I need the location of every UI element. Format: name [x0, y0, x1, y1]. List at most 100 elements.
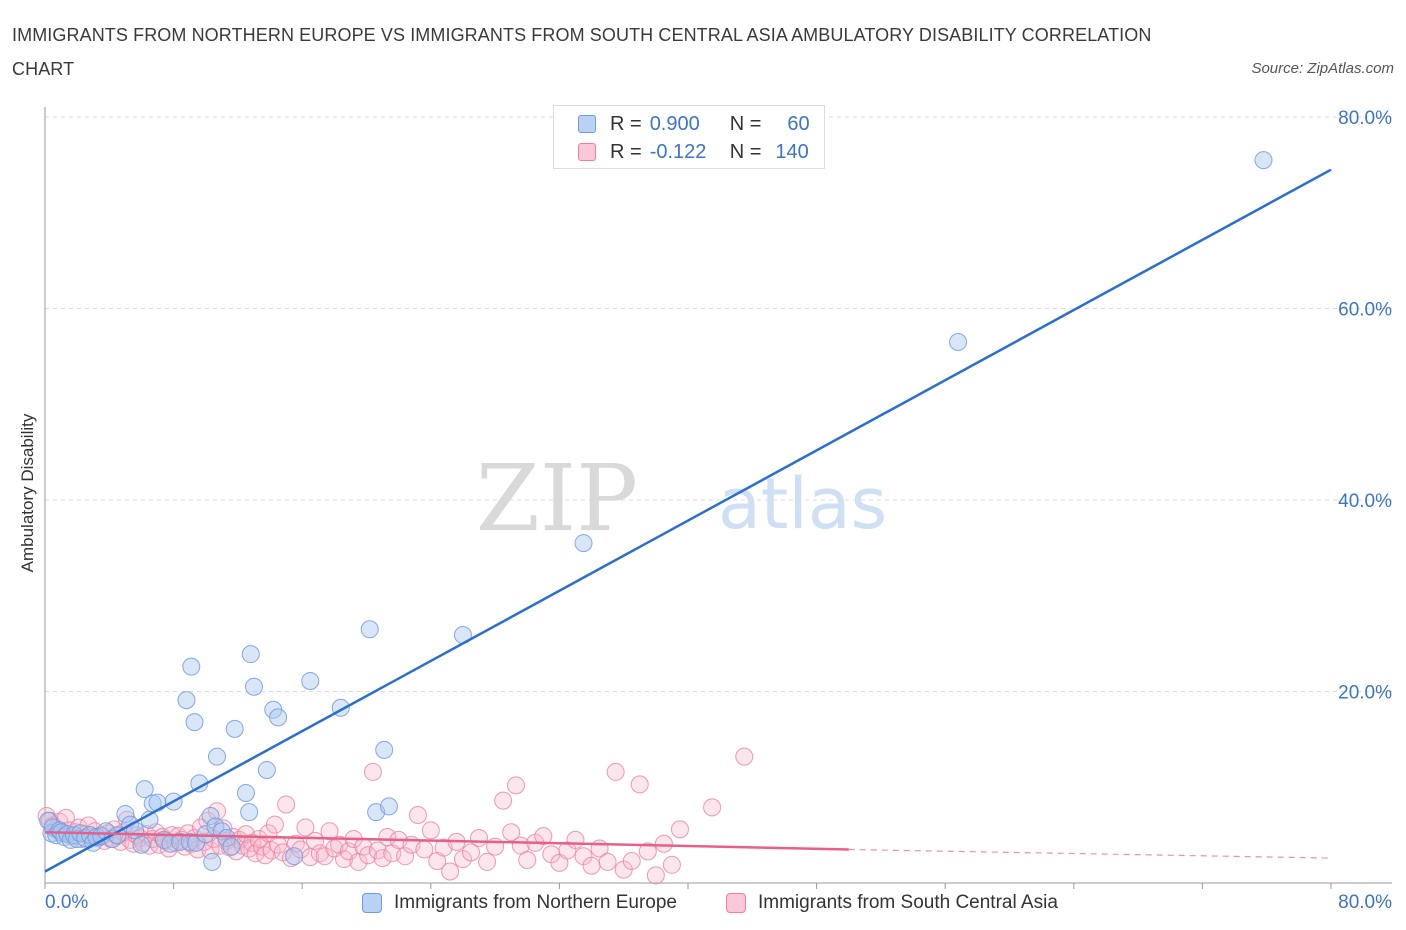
tick-labels: 20.0% 40.0% 60.0% 80.0% 0.0% 80.0%: [45, 108, 1392, 913]
data-point-northern-europe: [240, 803, 259, 822]
data-point-south-central-asia: [373, 849, 392, 868]
legend-n-value: 140: [775, 140, 809, 163]
series-legend-label: Immigrants from Northern Europe: [394, 892, 677, 913]
series-legend: Immigrants from Northern Europe Immigran…: [0, 889, 1406, 917]
data-point-northern-europe: [135, 780, 154, 799]
trend-line-south-central-asia-extension: [848, 848, 1332, 859]
x-tick-label: 0.0%: [45, 892, 88, 913]
data-point-south-central-asia: [506, 776, 525, 795]
stats-legend: R = 0.900 N = 60 R = -0.122 N = 140: [553, 105, 825, 169]
data-point-south-central-asia: [277, 795, 296, 814]
series-legend-label: Immigrants from South Central Asia: [758, 892, 1058, 913]
data-point-south-central-asia: [670, 820, 689, 839]
data-point-south-central-asia: [630, 775, 649, 794]
series-northern-europe-points: [39, 151, 1273, 871]
data-point-northern-europe: [217, 828, 236, 847]
trend-line-northern-europe: [44, 168, 1332, 873]
data-point-south-central-asia: [638, 842, 657, 861]
trend-line-south-central-asia: [44, 831, 849, 851]
legend-swatch-pink: [578, 143, 596, 161]
data-point-northern-europe: [285, 847, 304, 866]
series-legend-northern-europe[interactable]: Immigrants from Northern Europe: [362, 889, 677, 917]
data-point-northern-europe: [171, 832, 190, 851]
data-point-south-central-asia: [622, 851, 641, 870]
data-point-south-central-asia: [566, 830, 585, 849]
y-tick-label: 80.0%: [1338, 108, 1392, 129]
data-point-northern-europe: [185, 713, 204, 732]
data-point-south-central-asia: [735, 747, 754, 766]
data-point-south-central-asia: [534, 827, 553, 846]
data-point-south-central-asia: [598, 852, 617, 871]
data-point-south-central-asia: [265, 815, 284, 834]
data-point-south-central-asia: [461, 843, 480, 862]
data-point-south-central-asia: [703, 798, 722, 817]
legend-n-label: N =: [729, 140, 762, 163]
data-point-south-central-asia: [494, 791, 513, 810]
data-point-northern-europe: [116, 805, 135, 824]
trend-lines: [44, 168, 1332, 873]
legend-r-value: 0.900: [649, 112, 700, 135]
data-point-south-central-asia: [378, 828, 397, 847]
data-point-south-central-asia: [396, 847, 415, 866]
data-point-northern-europe: [360, 620, 379, 639]
legend-row-south-central-asia: R = -0.122 N = 140: [578, 139, 809, 165]
data-point-northern-europe: [61, 830, 80, 849]
axes: [44, 107, 1392, 889]
y-tick-label: 20.0%: [1338, 683, 1392, 704]
data-point-northern-europe: [132, 835, 151, 854]
legend-n-value: 60: [787, 112, 810, 135]
data-point-south-central-asia: [421, 821, 440, 840]
y-tick-label: 60.0%: [1338, 300, 1392, 321]
data-point-south-central-asia: [646, 866, 665, 885]
data-point-south-central-asia: [359, 846, 378, 865]
data-point-northern-europe: [949, 333, 968, 352]
data-point-south-central-asia: [582, 856, 601, 875]
data-point-northern-europe: [208, 747, 227, 766]
data-point-northern-europe: [1254, 151, 1273, 170]
data-point-south-central-asia: [654, 834, 673, 853]
legend-r-label: R =: [610, 140, 642, 163]
legend-r-value: -0.122: [649, 140, 707, 163]
data-point-south-central-asia: [201, 841, 220, 860]
legend-r-label: R =: [610, 112, 642, 135]
data-point-northern-europe: [182, 657, 201, 676]
series-swatch-pink: [726, 893, 746, 913]
data-point-northern-europe: [301, 671, 320, 690]
data-point-south-central-asia: [478, 852, 497, 871]
data-point-south-central-asia: [502, 823, 521, 842]
data-point-northern-europe: [269, 708, 288, 727]
watermark-zip: ZIP: [476, 445, 638, 552]
data-point-northern-europe: [177, 691, 196, 710]
data-point-northern-europe: [574, 534, 593, 553]
x-tick-label: 80.0%: [1338, 892, 1392, 913]
chart-title: IMMIGRANTS FROM NORTHERN EUROPE VS IMMIG…: [12, 25, 1152, 79]
data-point-south-central-asia: [315, 847, 334, 866]
data-point-northern-europe: [375, 740, 394, 759]
legend-row-northern-europe: R = 0.900 N = 60: [578, 111, 810, 137]
series-legend-south-central-asia[interactable]: Immigrants from South Central Asia: [726, 889, 1058, 917]
data-point-south-central-asia: [320, 822, 339, 841]
data-point-south-central-asia: [363, 762, 382, 781]
watermark: ZIP atlas: [476, 445, 887, 552]
data-point-south-central-asia: [518, 851, 537, 870]
data-point-south-central-asia: [291, 840, 310, 859]
data-point-northern-europe: [241, 645, 260, 664]
grid: [45, 116, 1392, 692]
data-point-northern-europe: [148, 793, 167, 812]
data-point-northern-europe: [180, 832, 199, 851]
data-point-northern-europe: [380, 797, 399, 816]
data-point-northern-europe: [201, 806, 220, 825]
data-point-northern-europe: [244, 677, 263, 696]
legend-swatch-blue: [578, 115, 596, 133]
data-point-northern-europe: [236, 783, 255, 802]
data-point-northern-europe: [257, 761, 276, 780]
data-point-northern-europe: [222, 837, 241, 856]
watermark-atlas: atlas: [718, 463, 887, 545]
data-point-south-central-asia: [296, 818, 315, 837]
data-point-south-central-asia: [310, 844, 329, 863]
legend-n-label: N =: [729, 112, 762, 135]
data-point-northern-europe: [225, 719, 244, 738]
y-tick-label: 40.0%: [1338, 491, 1392, 512]
data-point-northern-europe: [203, 852, 222, 871]
